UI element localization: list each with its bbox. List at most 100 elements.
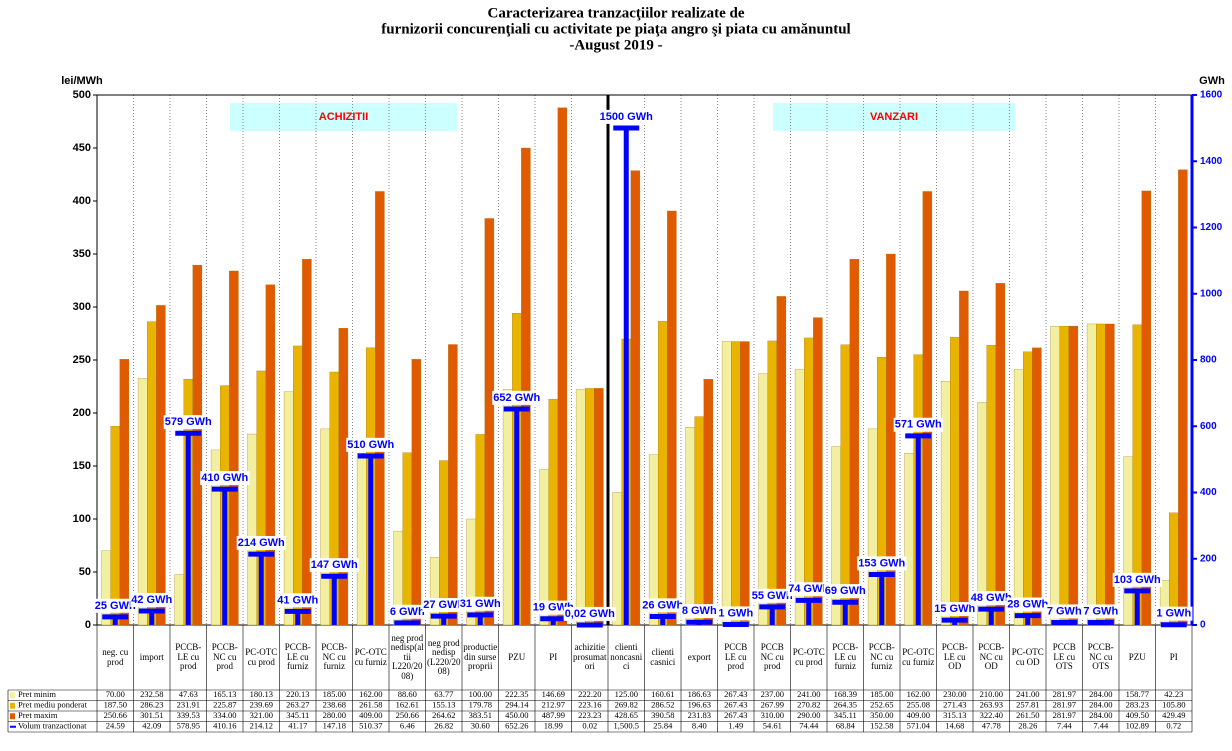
category-cell: PC-OTC cu furniz (354, 647, 387, 667)
table-value: 578.95 (177, 721, 200, 731)
table-value: 263.93 (980, 700, 1003, 710)
bar (521, 147, 531, 626)
table-value: 222.20 (578, 689, 601, 699)
table-value: 187.50 (104, 700, 127, 710)
bar (685, 427, 695, 626)
callout-bg (1155, 606, 1193, 621)
category-cell: PCCB-LE cu OD (942, 643, 968, 671)
table-value: 310.00 (761, 710, 784, 720)
table-value: 74.44 (799, 721, 819, 731)
callout-bg (1082, 604, 1120, 619)
chart-title: furnizorii concurenţiali cu activitate p… (381, 21, 850, 37)
volume-marker (978, 606, 1005, 625)
callout-bg (857, 556, 907, 571)
volume-marker (1014, 613, 1041, 625)
table-value: 255.08 (907, 700, 930, 710)
x-tick-label: PC-OTC cu OD (1011, 647, 1044, 667)
bar (265, 284, 276, 626)
table-value: 252.65 (870, 700, 893, 710)
table-value: 1.49 (728, 721, 743, 731)
bar (776, 296, 787, 626)
x-tick-label: PC-OTC cu furniz (354, 647, 387, 667)
callout-bg (893, 417, 944, 432)
table-value: 390.58 (651, 710, 674, 720)
callout-bg (130, 592, 174, 607)
table-value: 185.00 (323, 689, 346, 699)
table-value: 225.87 (213, 700, 236, 710)
table-value: 429.49 (1162, 710, 1185, 720)
volume-callout: 15 GWh (934, 603, 975, 615)
table-value: 487.99 (542, 710, 565, 720)
table-value: 0.72 (1166, 721, 1181, 731)
bar (1032, 347, 1042, 626)
x-tick-label: export (687, 651, 711, 662)
callout-bg (236, 535, 287, 550)
x-tick-label: productie din surse proprii (463, 642, 498, 672)
y-tick-label: 450 (73, 142, 91, 154)
table-value: 345.11 (834, 710, 857, 720)
legend-label: Volum tranzactionat (18, 721, 87, 731)
volume-callout: 579 GWh (165, 416, 212, 428)
callout-bg (1006, 597, 1050, 612)
table-value: 267.43 (724, 689, 747, 699)
volume-callout: 7 GWh (1083, 605, 1118, 617)
bar (1059, 325, 1069, 626)
table-value: 322.40 (980, 710, 1003, 720)
table-value: 168.39 (834, 689, 857, 699)
x-tick-label: PCCB-LE cu prod (175, 642, 202, 672)
x-tick-label: PCCB LE cu prod (724, 642, 748, 672)
bar (1068, 325, 1079, 626)
callout-bg (787, 582, 831, 597)
x-tick-label: PCCB-NC cu prod (211, 642, 238, 672)
callout-bg (1045, 604, 1083, 619)
category-cell: PI (549, 652, 557, 661)
y2-tick-label: 200 (1200, 553, 1217, 564)
table-value: 47.63 (179, 689, 198, 699)
category-cell: clienti noncasnici (610, 643, 642, 671)
bar (831, 446, 841, 626)
y-tick-label: 100 (73, 513, 91, 525)
callout-bg (641, 598, 685, 613)
section-label: VANZARI (870, 111, 918, 123)
volume-callout: 6 GWh (390, 606, 425, 618)
bar (922, 191, 933, 626)
volume-callout: 48 GWh (971, 592, 1012, 604)
bar (1123, 456, 1133, 626)
table-value: 261.50 (1016, 710, 1039, 720)
callout-bg (163, 415, 214, 430)
table-value: 30.60 (471, 721, 490, 731)
y2-tick-label: 400 (1200, 487, 1217, 498)
volume-callout: 652 GWh (493, 392, 540, 404)
table-value: 162.00 (359, 689, 382, 699)
bar (585, 388, 595, 626)
bar (174, 574, 184, 626)
callout-bg (680, 604, 718, 619)
y2-tick-label: 600 (1200, 421, 1217, 432)
callout-bg (309, 558, 360, 573)
table-value: 231.91 (177, 700, 200, 710)
category-cell: achizitie prosumatori (573, 643, 607, 671)
x-tick-label: clienti casnici (650, 647, 676, 667)
bar (1086, 323, 1097, 626)
bar (612, 492, 622, 626)
category-cell: PC-OTC cu prod (245, 647, 277, 666)
section-box (230, 103, 457, 131)
table-value: 147.18 (323, 721, 346, 731)
x-tick-label: PCCB NC cu prod (760, 642, 784, 672)
volume-marker (175, 430, 202, 625)
volume-callout: 74 GWh (788, 583, 829, 595)
table-value: 321.00 (250, 710, 273, 720)
bar (694, 416, 704, 626)
volume-callout: 31 GWh (460, 598, 501, 610)
chart-title: Caracterizarea tranzacţiilor realizate d… (488, 5, 745, 21)
table-value: 250.66 (396, 710, 419, 720)
table-value: 6.46 (400, 721, 415, 731)
bar (156, 305, 166, 626)
y-tick-label: 300 (73, 301, 91, 313)
x-tick-label: PCCB-NC cu furniz (868, 642, 895, 672)
table-value: 152.58 (870, 721, 893, 731)
bar (813, 317, 823, 626)
table-value: 222.35 (505, 689, 528, 699)
bar (849, 259, 860, 626)
bar (475, 434, 485, 626)
